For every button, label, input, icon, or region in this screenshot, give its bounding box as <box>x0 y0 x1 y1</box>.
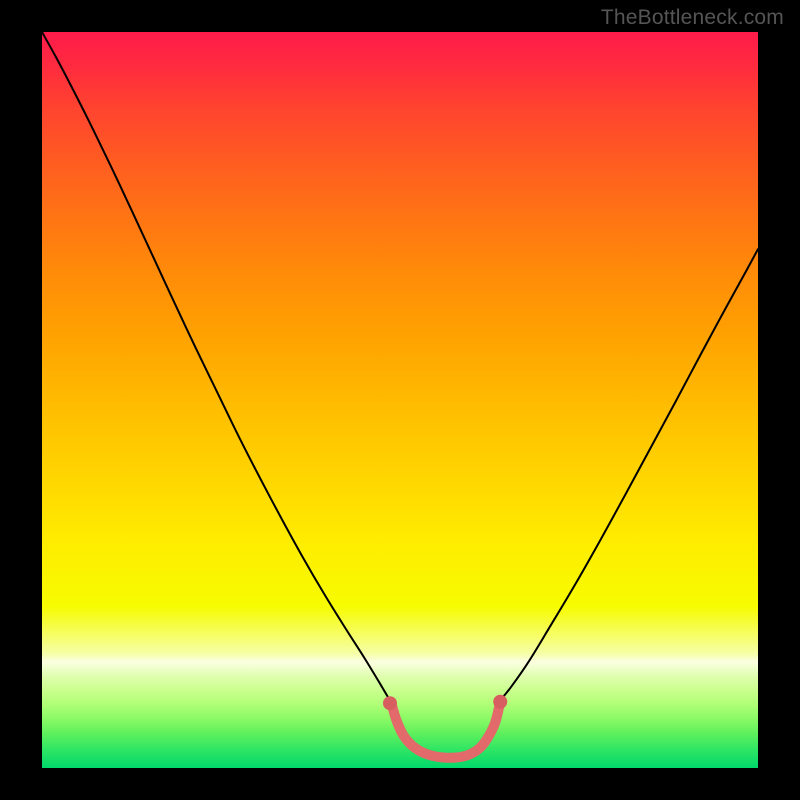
plot-svg <box>42 32 758 768</box>
gradient-background <box>42 32 758 768</box>
highlight-end-marker <box>493 695 507 709</box>
figure-frame: TheBottleneck.com <box>0 0 800 800</box>
highlight-end-marker <box>383 696 397 710</box>
watermark-text: TheBottleneck.com <box>601 6 784 30</box>
plot-area <box>42 32 758 768</box>
